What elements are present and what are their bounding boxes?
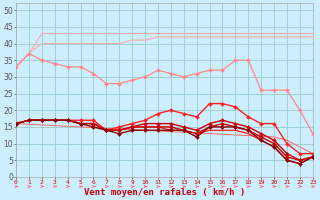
X-axis label: Vent moyen/en rafales ( km/h ): Vent moyen/en rafales ( km/h ) (84, 188, 245, 197)
